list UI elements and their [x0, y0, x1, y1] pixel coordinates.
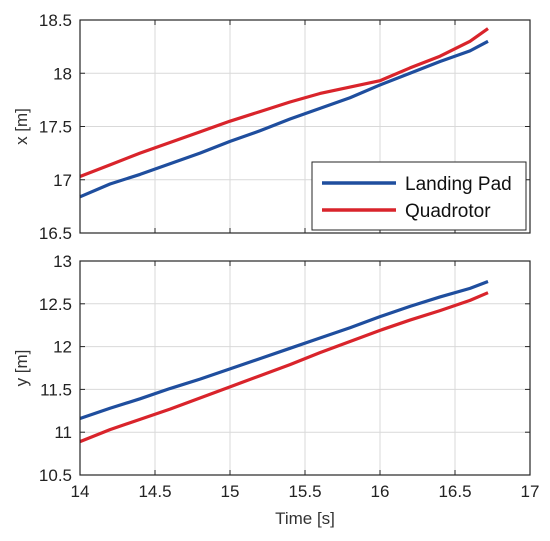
y-axis-label: y [m] [12, 350, 31, 387]
y-tick-label: 18.5 [39, 11, 72, 30]
x-tick-label: 14 [71, 482, 90, 501]
y-tick-label: 11 [54, 423, 72, 442]
series-line-quadrotor [79, 27, 489, 179]
y-tick-label: 12.5 [39, 295, 72, 314]
x-position-subplot: 16.5 17 17.5 18 18.5 x [m] Landing Pad Quadroto… [12, 11, 531, 243]
series-line-landing-pad [79, 280, 489, 421]
legend-label-landing-pad: Landing Pad [405, 174, 512, 195]
y-tick-label: 18 [53, 64, 72, 83]
y-tick-label: 13 [53, 252, 72, 271]
y-tick-label: 12 [53, 338, 72, 357]
legend-box [311, 161, 527, 231]
y-tick-label: 10.5 [39, 466, 72, 485]
x-tick-label: 16 [371, 482, 390, 501]
y-tick-label: 11.5 [40, 380, 72, 399]
y-axis-label: x [m] [12, 108, 31, 145]
legend: Landing Pad Quadrotor [311, 161, 527, 231]
y-tick-label: 17.5 [39, 118, 72, 137]
x-tick-label: 15.5 [288, 482, 321, 501]
series-line-landing-pad [79, 39, 489, 199]
x-tick-label: 15 [221, 482, 240, 501]
x-tick-label: 17 [521, 482, 540, 501]
y-tick-label: 17 [53, 171, 72, 190]
x-axis-label: Time [s] [275, 509, 335, 528]
y-position-subplot: 14 14.5 15 15.5 16 16.5 17 10.5 11 11.5 12 12.5 13 y … [12, 252, 539, 528]
x-tick-label: 14.5 [138, 482, 171, 501]
y-tick-label: 16.5 [39, 224, 72, 243]
legend-label-quadrotor: Quadrotor [405, 201, 491, 222]
series-line-quadrotor [79, 291, 489, 444]
x-tick-label: 16.5 [438, 482, 471, 501]
